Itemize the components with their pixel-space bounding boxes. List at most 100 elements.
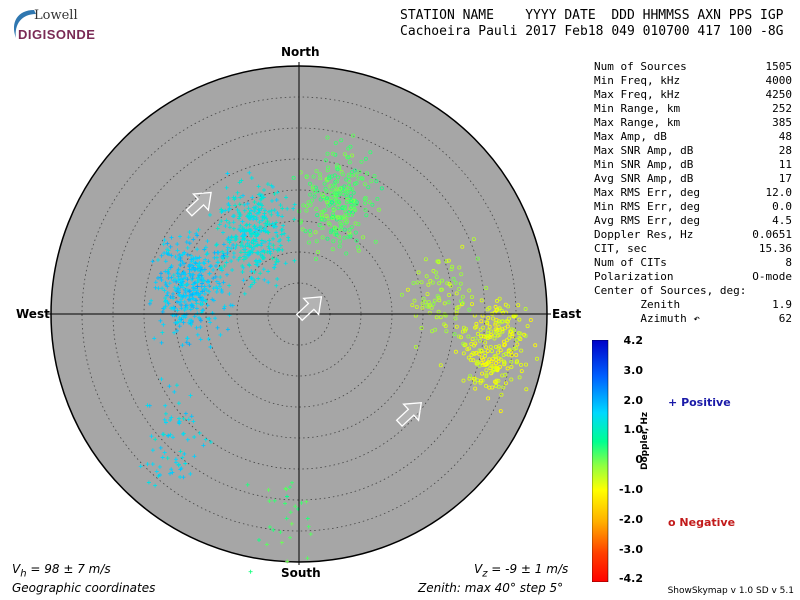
negative-source-point: [525, 324, 530, 329]
negative-source-point: [327, 176, 332, 181]
negative-source-point: [349, 200, 354, 205]
negative-source-point: [420, 301, 425, 306]
negative-source-point: [334, 165, 339, 170]
positive-source-point: [277, 239, 281, 244]
negative-source-point: [308, 232, 313, 237]
positive-source-point: [184, 293, 189, 298]
positive-source-point: [255, 263, 260, 268]
negative-source-point: [315, 249, 320, 254]
positive-source-point: [250, 195, 255, 200]
positive-source-point: [285, 559, 290, 564]
positive-source-point: [269, 208, 274, 213]
positive-source-point: [193, 261, 198, 266]
positive-source-point: [206, 316, 210, 321]
positive-source-point: [201, 443, 206, 448]
positive-source-point: [195, 288, 200, 293]
positive-source-point: [181, 270, 186, 275]
negative-source-point: [359, 159, 364, 164]
negative-source-point: [487, 357, 492, 362]
positive-source-point: [177, 292, 182, 297]
positive-source-point: [219, 219, 224, 224]
positive-source-point: [225, 251, 230, 255]
positive-source-point: [276, 259, 281, 264]
negative-source-point: [502, 342, 507, 347]
positive-source-point: [179, 278, 184, 283]
negative-source-point: [342, 184, 347, 189]
negative-source-point: [479, 348, 484, 353]
negative-source-point: [346, 234, 351, 239]
negative-source-point: [344, 200, 349, 205]
negative-source-point: [433, 327, 438, 332]
negative-source-point: [376, 207, 381, 212]
positive-source-point: [166, 269, 170, 274]
positive-source-point: [178, 234, 182, 239]
negative-source-point: [428, 278, 433, 283]
horizontal-velocity: Vh = 98 ± 7 m/s: [12, 562, 111, 580]
negative-source-point: [504, 338, 509, 343]
positive-source-point: [160, 309, 165, 314]
positive-source-point: [249, 240, 254, 245]
negative-source-point: [330, 151, 335, 156]
stats-row: CIT, sec 15.36: [594, 242, 792, 256]
positive-source-point: [247, 211, 252, 215]
negative-source-point: [506, 352, 511, 357]
positive-source-point: [199, 273, 204, 278]
negative-source-point: [301, 203, 306, 208]
positive-source-point: [200, 275, 205, 280]
positive-source-point: [240, 270, 245, 274]
positive-source-point: [234, 234, 239, 239]
stats-label: Max SNR Amp, dB: [594, 144, 694, 157]
negative-source-point: [307, 181, 312, 186]
positive-source-point: [187, 241, 192, 246]
positive-source-point: [255, 227, 260, 232]
negative-source-point: [519, 348, 524, 353]
negative-source-point: [524, 362, 529, 367]
positive-source-point: [159, 340, 164, 345]
stats-row: Max Amp, dB 48: [594, 130, 792, 144]
positive-source-point: [211, 286, 216, 291]
positive-source-point: [174, 279, 179, 284]
negative-source-point: [478, 378, 483, 383]
positive-source-point: [150, 259, 155, 264]
negative-source-point: [314, 239, 319, 244]
negative-source-point: [325, 200, 330, 205]
positive-source-point: [161, 322, 166, 327]
negative-source-point: [453, 316, 458, 321]
negative-source-point: [350, 153, 355, 158]
positive-source-point: [163, 298, 168, 303]
positive-source-point: [284, 516, 289, 521]
negative-source-point: [346, 155, 351, 160]
negative-source-point: [479, 298, 484, 303]
negative-source-point: [405, 287, 410, 292]
positive-source-point: [211, 276, 216, 281]
negative-source-point: [370, 202, 375, 207]
positive-source-point: [229, 235, 234, 240]
positive-source-point: [186, 417, 191, 422]
positive-source-point: [167, 384, 172, 389]
positive-source-point: [252, 224, 257, 228]
negative-source-point: [466, 334, 471, 339]
positive-source-point: [181, 294, 186, 299]
positive-source-point: [179, 466, 184, 471]
positive-source-point: [237, 216, 241, 221]
positive-source-point: [193, 260, 198, 265]
positive-source-point: [165, 456, 170, 461]
positive-source-point: [279, 232, 284, 237]
zenith-scale: Zenith: max 40° step 5°: [418, 581, 564, 595]
negative-source-point: [291, 175, 296, 180]
positive-source-point: [245, 238, 250, 243]
positive-source-point: [216, 250, 221, 255]
stats-value: O-mode: [752, 270, 792, 283]
positive-source-point: [208, 264, 213, 269]
positive-source-point: [270, 198, 274, 203]
positive-source-point: [246, 206, 251, 211]
positive-source-point: [249, 249, 254, 254]
positive-source-point: [183, 315, 188, 320]
negative-source-point: [332, 191, 337, 196]
positive-source-point: [217, 222, 222, 227]
negative-source-point: [319, 213, 324, 218]
negative-source-point: [502, 362, 507, 367]
negative-source-point: [373, 239, 378, 244]
negative-source-point: [480, 378, 485, 383]
negative-source-point: [438, 315, 443, 320]
